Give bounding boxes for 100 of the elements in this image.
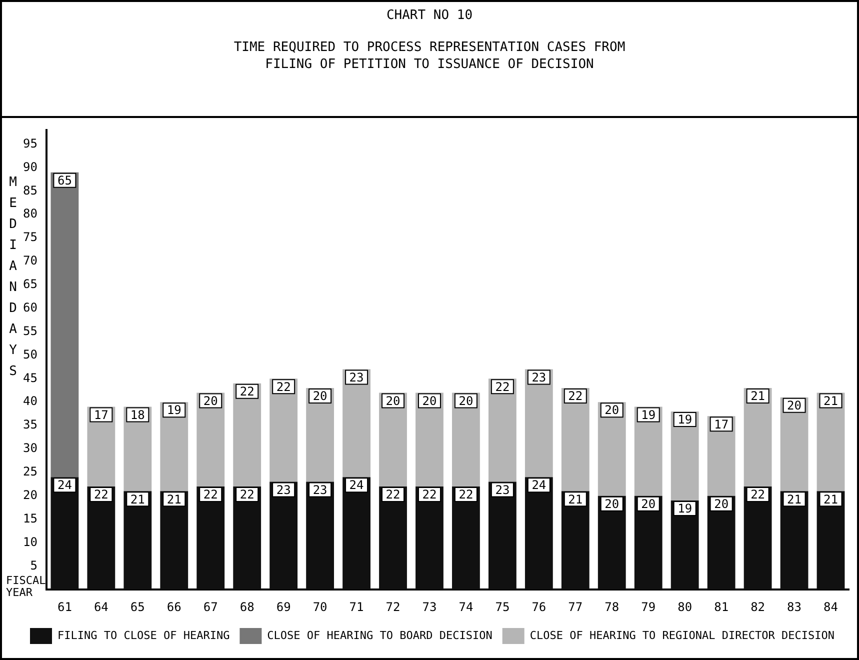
legend-label: CLOSE OF HEARING TO REGIONAL DIRECTOR DECISION bbox=[530, 628, 834, 642]
bar bbox=[744, 486, 772, 590]
legend-label: FILING TO CLOSE OF HEARING bbox=[58, 628, 230, 642]
data-label: 19 bbox=[641, 408, 656, 422]
text: MEDIAN DAYS bbox=[9, 175, 17, 379]
data-label: 20 bbox=[641, 496, 656, 511]
bar bbox=[416, 486, 444, 590]
x-tick-label: 71 bbox=[349, 600, 364, 614]
data-label: 23 bbox=[312, 482, 328, 497]
data-label: 22 bbox=[276, 380, 291, 394]
x-tick-label: 73 bbox=[422, 600, 437, 614]
data-label: 22 bbox=[94, 488, 108, 502]
x-tick-label: 80 bbox=[678, 600, 692, 614]
x-tick-label: 75 bbox=[495, 600, 510, 614]
x-tick-label: 61 bbox=[57, 600, 72, 614]
data-label: 22 bbox=[750, 488, 766, 502]
y-tick-label: 10 bbox=[22, 534, 38, 549]
bar bbox=[670, 500, 699, 590]
data-label: 24 bbox=[57, 478, 72, 492]
x-tick-label: 70 bbox=[312, 600, 328, 614]
data-label: 19 bbox=[678, 502, 692, 516]
data-label: 20 bbox=[386, 394, 400, 408]
data-label: 20 bbox=[312, 389, 328, 404]
data-label: 21 bbox=[130, 492, 145, 506]
bar bbox=[124, 491, 152, 590]
data-label: 20 bbox=[714, 496, 729, 511]
x-tick-label: 65 bbox=[130, 600, 145, 614]
x-tick-label: 84 bbox=[824, 600, 838, 614]
y-tick-label: 55 bbox=[22, 324, 38, 338]
y-tick-label: 90 bbox=[22, 160, 38, 174]
y-tick-label: 5 bbox=[30, 558, 38, 572]
bar bbox=[342, 477, 370, 590]
bar bbox=[270, 482, 298, 590]
bar bbox=[50, 477, 79, 590]
data-label: 22 bbox=[495, 380, 510, 394]
y-tick-label: 70 bbox=[22, 254, 38, 268]
data-label: 19 bbox=[678, 412, 692, 427]
data-label: 22 bbox=[458, 488, 474, 502]
bar bbox=[598, 496, 626, 590]
data-label: 23 bbox=[276, 482, 291, 497]
x-tick-label: 64 bbox=[94, 600, 108, 614]
bar bbox=[816, 491, 845, 590]
data-label: 22 bbox=[240, 488, 254, 502]
data-label: 65 bbox=[57, 174, 72, 188]
data-label: 22 bbox=[422, 488, 437, 502]
y-tick-label: 65 bbox=[22, 277, 38, 292]
y-tick-label: 20 bbox=[22, 488, 38, 502]
bar bbox=[160, 491, 188, 590]
data-label: 23 bbox=[349, 370, 364, 384]
bar bbox=[87, 486, 116, 590]
data-label: 20 bbox=[203, 394, 218, 408]
y-tick-label: 40 bbox=[22, 394, 38, 408]
data-label: 24 bbox=[532, 478, 546, 492]
bar bbox=[744, 388, 772, 486]
bar bbox=[233, 486, 262, 590]
bar bbox=[452, 486, 480, 590]
chart-subtitle: TIME REQUIRED TO PROCESS REPRESENTATION CASES FROM FILING OF PETITION TO ISSUANCE OF DECISION bbox=[232, 39, 626, 73]
bar bbox=[196, 486, 225, 590]
y-tick-label: 30 bbox=[22, 441, 38, 456]
data-label: 24 bbox=[349, 478, 364, 492]
data-label: 23 bbox=[495, 482, 510, 497]
data-label: 21 bbox=[824, 394, 838, 408]
data-label: 21 bbox=[787, 492, 802, 506]
legend-label: CLOSE OF HEARING TO BOARD DECISION bbox=[267, 628, 492, 642]
bar bbox=[306, 482, 334, 590]
data-label: 20 bbox=[458, 394, 474, 408]
data-label: 22 bbox=[203, 488, 218, 502]
y-tick-label: 80 bbox=[22, 206, 38, 221]
y-tick-label: 45 bbox=[22, 370, 38, 385]
x-axis-title: FISCAL YEAR bbox=[6, 574, 47, 599]
bar bbox=[780, 491, 808, 590]
y-tick-label: 75 bbox=[22, 230, 38, 244]
y-tick-label: 60 bbox=[22, 300, 38, 314]
data-label: 22 bbox=[240, 384, 254, 398]
y-tick-label: 85 bbox=[22, 183, 38, 198]
bar bbox=[379, 486, 407, 590]
x-tick-label: 81 bbox=[714, 600, 729, 614]
data-label: 21 bbox=[824, 492, 838, 506]
data-label: 18 bbox=[130, 408, 145, 422]
data-label: 22 bbox=[568, 389, 583, 404]
x-tick-label: 72 bbox=[386, 600, 400, 614]
data-label: 20 bbox=[422, 394, 437, 408]
data-label: 19 bbox=[166, 403, 182, 418]
x-tick-label: 69 bbox=[276, 600, 291, 614]
y-tick-label: 95 bbox=[22, 136, 38, 150]
data-label: 20 bbox=[604, 496, 620, 511]
data-label: 20 bbox=[604, 403, 620, 418]
data-label: 21 bbox=[750, 389, 766, 404]
chart-title: CHART NO 10 bbox=[385, 7, 474, 23]
data-label: 17 bbox=[714, 417, 729, 432]
x-tick-label: 76 bbox=[532, 600, 546, 614]
x-tick-label: 82 bbox=[750, 600, 766, 614]
x-tick-label: 66 bbox=[166, 600, 182, 614]
x-tick-label: 74 bbox=[458, 600, 474, 614]
x-tick-label: 83 bbox=[787, 600, 802, 614]
data-label: 20 bbox=[787, 398, 802, 413]
y-tick-label: 25 bbox=[22, 464, 38, 479]
bar bbox=[634, 496, 662, 590]
bar bbox=[196, 392, 225, 486]
x-tick-label: 79 bbox=[641, 600, 656, 614]
